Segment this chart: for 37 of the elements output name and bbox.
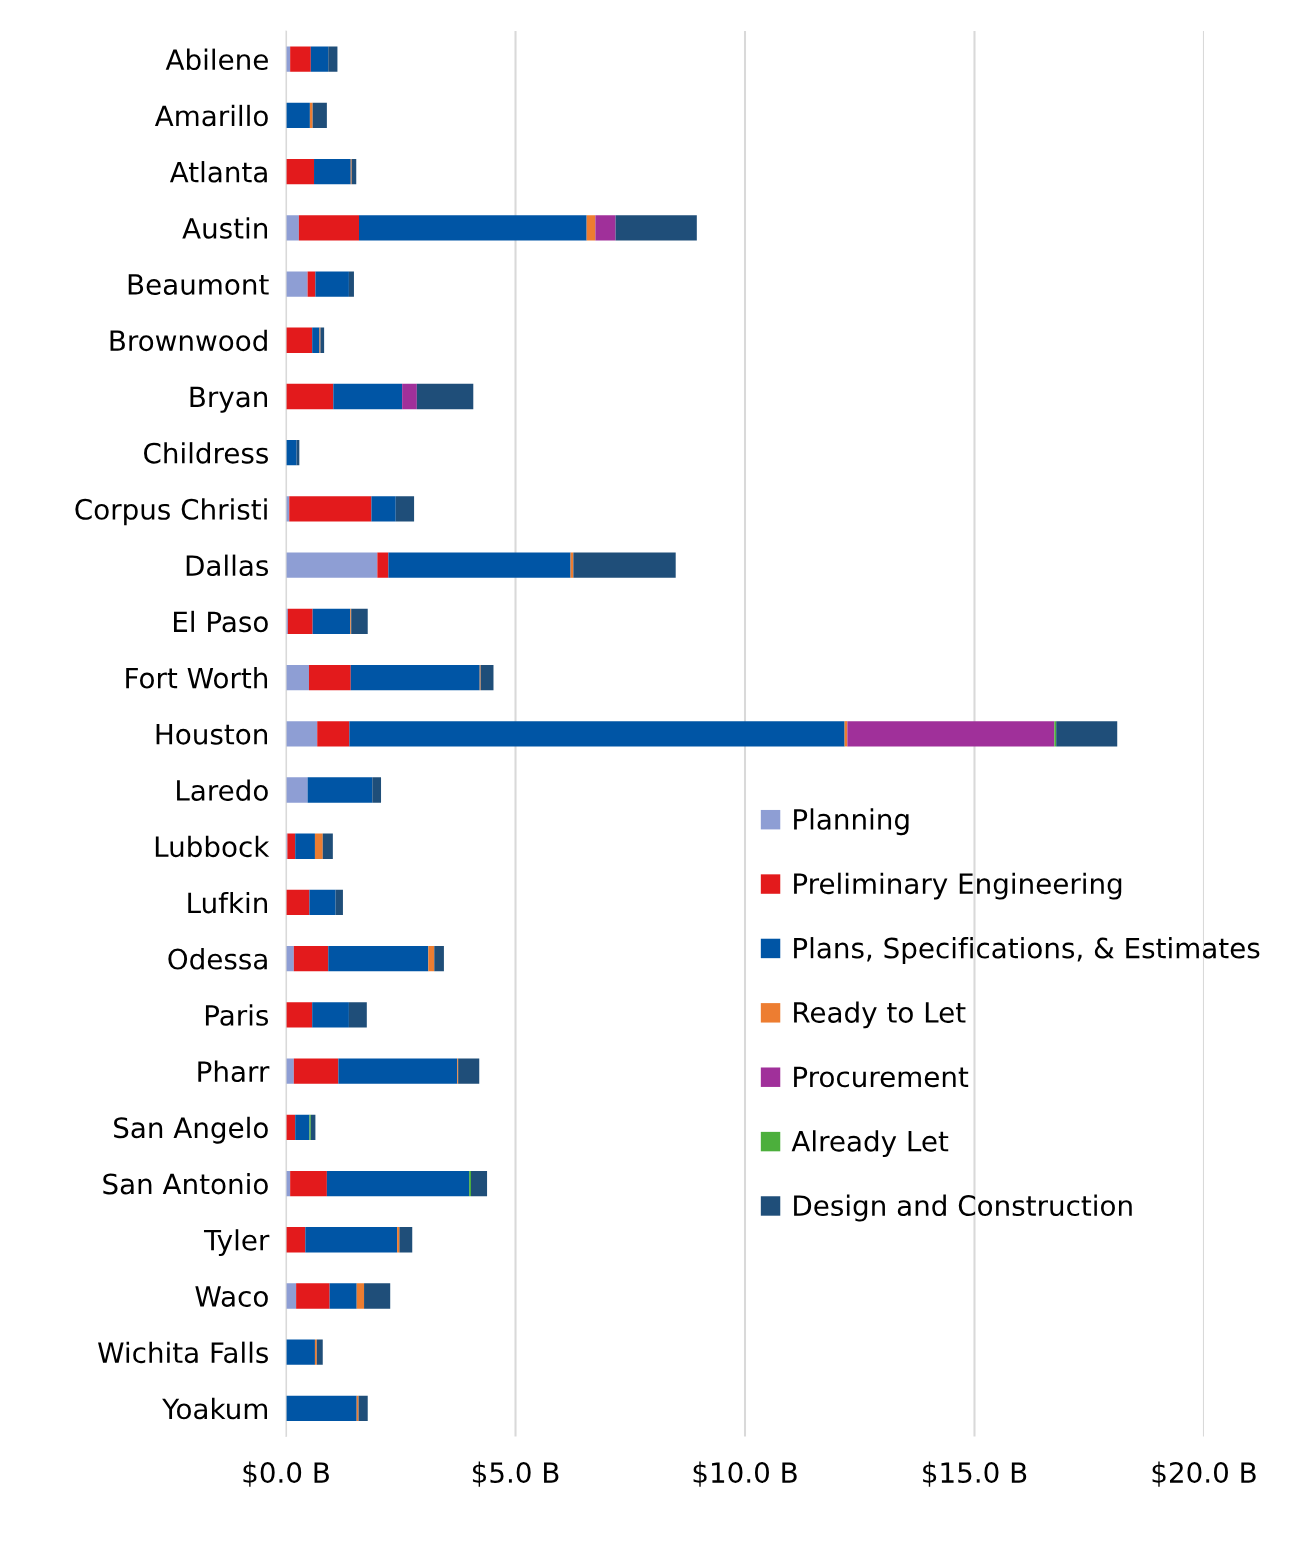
y-tick-label: Wichita Falls <box>98 1341 269 1364</box>
y-tick-label: Waco <box>195 1286 268 1307</box>
y-tick-label: Laredo <box>177 779 268 801</box>
y-tick-label: Brownwood <box>110 329 267 352</box>
legend-label: Planning <box>794 808 909 836</box>
y-tick-label: Pharr <box>198 1060 270 1083</box>
legend-label: Procurement <box>794 1066 969 1088</box>
y-tick-label: El Paso <box>174 610 268 633</box>
y-tick-label: Lubbock <box>155 835 270 858</box>
y-tick-label: Paris <box>205 1004 269 1026</box>
y-tick-label: Odessa <box>168 948 267 970</box>
y-tick-label: Beaumont <box>128 274 269 295</box>
x-tick-label: $20.0 B <box>1152 1461 1256 1487</box>
y-tick-label: Bryan <box>190 386 267 413</box>
y-tick-label: Atlanta <box>169 161 267 183</box>
y-tick-label: Dallas <box>186 554 269 577</box>
x-tick-label: $10.0 B <box>693 1461 797 1487</box>
legend-label: Preliminary Engineering <box>794 872 1122 900</box>
y-tick-label: San Antonio <box>103 1172 268 1195</box>
y-tick-label: Abilene <box>165 48 268 71</box>
legend-label: Ready to Let <box>794 1001 966 1029</box>
y-tick-label: Yoakum <box>162 1397 268 1420</box>
y-tick-label: Fort Worth <box>126 667 268 689</box>
legend-label: Plans, Specifications, & Estimates <box>794 937 1260 964</box>
legend-label: Design and Construction <box>794 1194 1132 1222</box>
y-tick-label: Tyler <box>203 1229 270 1257</box>
y-tick-label: Corpus Christi <box>75 498 267 526</box>
x-tick-label: $5.0 B <box>472 1461 559 1487</box>
legend-label: Already Let <box>791 1130 949 1158</box>
y-tick-label: San Angelo <box>114 1116 268 1144</box>
y-tick-label: Houston <box>156 724 267 745</box>
x-tick-label: $0.0 B <box>243 1461 329 1487</box>
y-tick-label: Austin <box>182 217 268 239</box>
y-tick-label: Childress <box>144 442 269 464</box>
y-tick-label: Lufkin <box>188 891 268 914</box>
y-tick-label: Amarillo <box>154 104 268 127</box>
x-tick-label: $15.0 B <box>923 1461 1027 1487</box>
